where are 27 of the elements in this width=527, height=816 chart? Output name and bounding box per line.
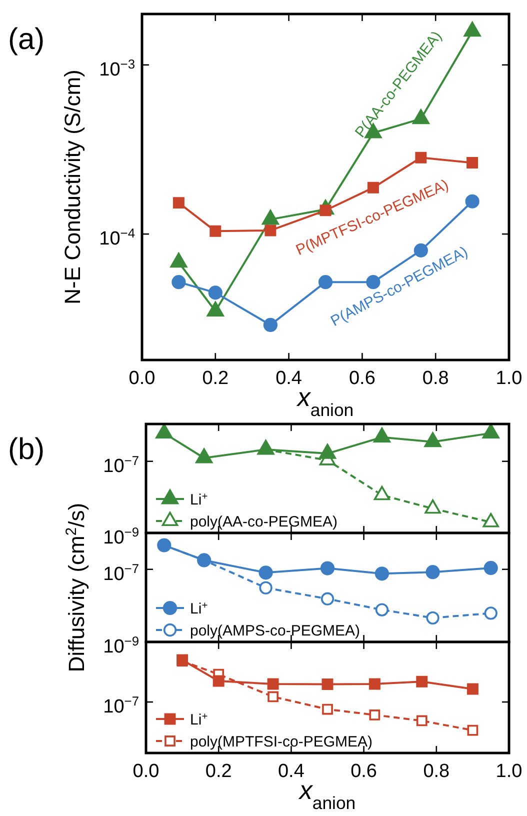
x-tick-label: 0.4	[278, 761, 305, 782]
x-tick-label: 0.0	[132, 761, 160, 782]
y-tick-label: 10$^{−7}$	[103, 452, 139, 477]
x-tick-label: 0.2	[202, 368, 229, 389]
chart-title: (a)	[8, 23, 45, 56]
x-tick-label: 0.2	[205, 761, 232, 782]
x-tick-label: 1.0	[496, 761, 522, 782]
legend-label: poly(MPTFSI-co-PEGMEA)	[190, 733, 373, 750]
legend-label: Li$^{+}$	[190, 600, 208, 618]
y-tick-label: 10$^{−3}$	[99, 56, 135, 80]
x-tick-label: 0.6	[348, 368, 376, 389]
legend-label: poly(AA-co-PEGMEA)	[190, 513, 338, 530]
x-tick-label: 0.6	[350, 761, 378, 782]
legend-label: Li$^{+}$	[190, 710, 208, 728]
y-tick-label: 10$^{−9}$	[103, 524, 139, 548]
y-tick-label: 10$^{−9}$	[103, 632, 139, 658]
x-tick-label: 0.4	[276, 368, 302, 389]
y-tick-label: 10$^{−7}$	[103, 560, 139, 585]
x-tick-label: 1.0	[496, 368, 522, 389]
y-tick-label: 10$^{−4}$	[99, 224, 135, 250]
legend-label: Li$^{+}$	[190, 490, 208, 508]
chart-title: (b)	[8, 433, 45, 466]
legend-label: poly(AMPS-co-PEGMEA)	[190, 622, 360, 640]
x-tick-label: 0.8	[422, 368, 449, 389]
x-tick-label: 0.0	[128, 368, 156, 389]
x-tick-label: 0.8	[423, 761, 450, 782]
y-axis-title: N-E Conductivity (S/cm)	[60, 70, 85, 304]
